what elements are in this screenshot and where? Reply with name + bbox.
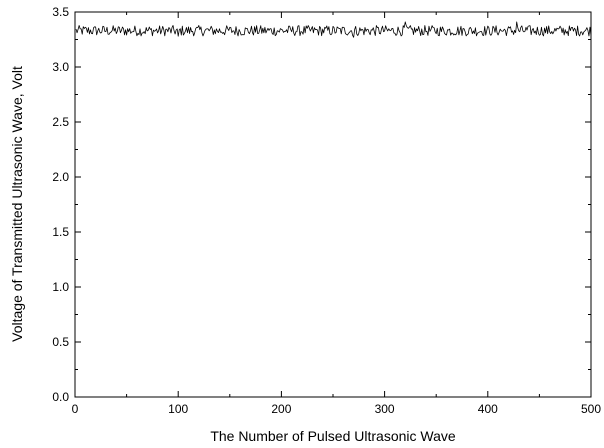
x-tick-label: 400 [478, 402, 498, 416]
y-tick-label: 2.0 [52, 170, 69, 184]
x-axis-title: The Number of Pulsed Ultrasonic Wave [210, 428, 456, 444]
y-axis: 0.0 0.5 1.0 1.5 2.0 2.5 3.0 3.5 [52, 5, 591, 404]
y-tick-label: 3.0 [52, 60, 69, 74]
x-tick-label: 500 [581, 402, 601, 416]
y-tick-label: 0.0 [52, 390, 69, 404]
y-tick-label: 3.5 [52, 5, 69, 19]
y-axis-title: Voltage of Transmitted Ultrasonic Wave, … [9, 66, 25, 342]
x-tick-label: 0 [72, 402, 79, 416]
x-tick-label: 300 [375, 402, 395, 416]
y-tick-label: 1.5 [52, 225, 69, 239]
y-tick-label: 0.5 [52, 335, 69, 349]
y-tick-label: 2.5 [52, 115, 69, 129]
x-tick-label: 200 [271, 402, 291, 416]
voltage-series-line [75, 21, 592, 38]
x-axis: 0 100 200 300 400 500 [72, 12, 601, 416]
plot-frame [74, 11, 592, 398]
x-tick-label: 100 [168, 402, 188, 416]
y-tick-label: 1.0 [52, 280, 69, 294]
